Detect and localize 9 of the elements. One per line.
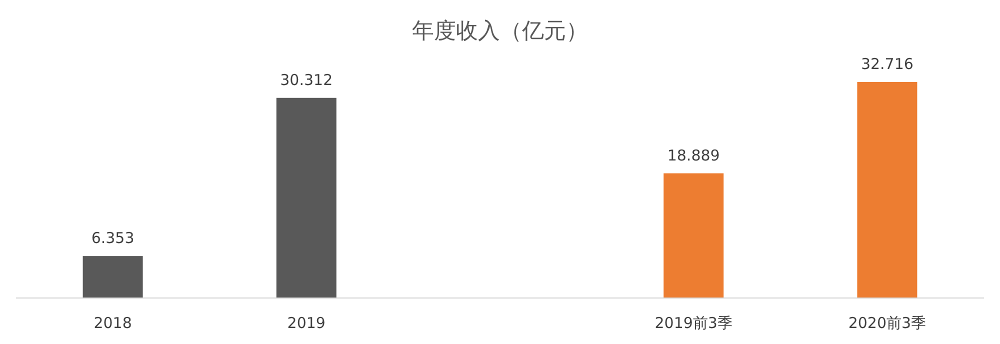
- chart-title: 年度收入（亿元）: [412, 19, 588, 44]
- x-tick-label: 2020前3季: [848, 314, 926, 332]
- x-tick-label: 2019: [287, 314, 326, 332]
- x-tick-label: 2018: [94, 314, 132, 332]
- x-tick-label: 2019前3季: [654, 314, 732, 332]
- data-label: 32.716: [860, 55, 914, 73]
- data-label: 18.889: [667, 146, 720, 164]
- data-label: 30.312: [280, 70, 333, 89]
- data-label: 6.353: [91, 229, 134, 248]
